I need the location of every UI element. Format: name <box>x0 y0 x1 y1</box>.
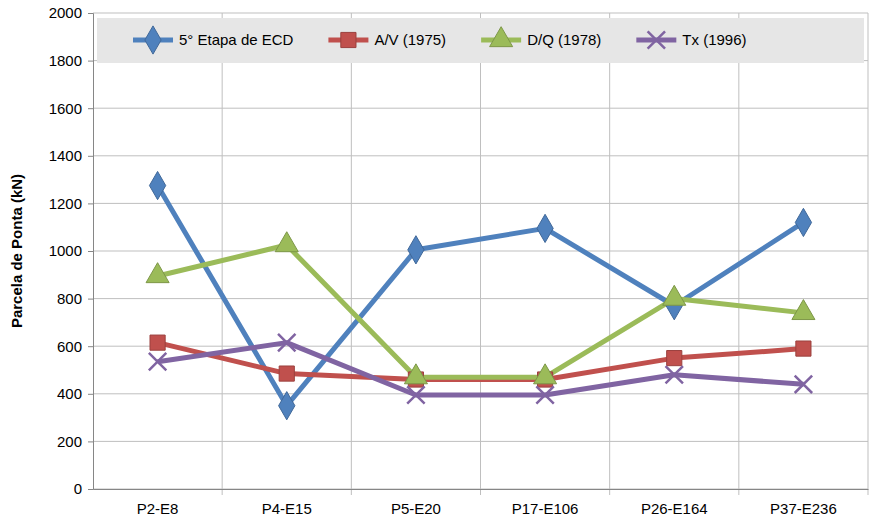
marker <box>278 334 295 351</box>
x-tick-label: P5-E20 <box>391 500 441 517</box>
legend-item: D/Q (1978) <box>481 27 601 48</box>
plot-area <box>146 171 815 419</box>
y-tick: 600 <box>57 338 93 355</box>
y-axis-line <box>88 14 94 490</box>
legend: 5° Etapa de ECD A/V (1975) D/Q (1978) Tx (1… <box>133 26 747 54</box>
marker <box>149 171 165 199</box>
category-divider <box>351 13 352 495</box>
y-tick-mark <box>88 299 93 300</box>
marker <box>792 300 815 320</box>
category-divider <box>222 13 223 495</box>
x-tick-label: P17-E106 <box>512 500 579 517</box>
y-tick-label: 1600 <box>49 100 82 117</box>
series-line <box>158 343 804 395</box>
legend-label: D/Q (1978) <box>527 31 601 48</box>
grid <box>93 13 868 495</box>
y-axis: 0 200 400 600 800 1000 1200 1400 1600 1800 2000 <box>49 4 94 497</box>
y-tick-mark <box>88 13 93 14</box>
y-tick-label: 400 <box>57 385 82 402</box>
y-tick: 1000 <box>49 242 93 259</box>
y-tick-mark <box>88 441 93 442</box>
marker <box>795 208 811 236</box>
x-tick-label: P2-E8 <box>137 500 179 517</box>
y-tick-label: 1400 <box>49 147 82 164</box>
y-tick-mark <box>88 203 93 204</box>
x-axis-line <box>94 489 869 490</box>
category-divider <box>480 13 481 495</box>
x-tick: P2-E8 <box>137 489 179 517</box>
legend-marker <box>648 31 665 48</box>
legend-marker <box>145 26 161 54</box>
marker <box>796 341 811 356</box>
y-tick-label: 1000 <box>49 242 82 259</box>
marker <box>536 386 553 403</box>
y-tick-mark <box>88 346 93 347</box>
x-tick: P4-E15 <box>262 489 312 517</box>
y-tick-mark <box>88 156 93 157</box>
marker <box>275 232 298 252</box>
y-tick-mark <box>88 394 93 395</box>
legend-label: 5° Etapa de ECD <box>179 31 294 48</box>
y-tick: 200 <box>57 433 93 450</box>
y-tick-label: 1800 <box>49 52 82 69</box>
series-line <box>158 245 804 377</box>
legend-background <box>97 18 864 63</box>
y-tick-mark <box>88 108 93 109</box>
y-tick-mark <box>88 251 93 252</box>
chart: 0 200 400 600 800 1000 1200 1400 1600 1800 2000 P2-… <box>0 0 872 532</box>
legend-item: 5° Etapa de ECD <box>133 26 294 54</box>
x-tick: P5-E20 <box>391 489 441 517</box>
marker <box>534 364 557 384</box>
y-tick-label: 600 <box>57 338 82 355</box>
y-tick-label: 1200 <box>49 195 82 212</box>
y-tick-label: 200 <box>57 433 82 450</box>
y-tick: 1600 <box>49 100 93 117</box>
y-tick-label: 800 <box>57 290 82 307</box>
category-divider <box>868 13 869 495</box>
y-tick: 1200 <box>49 195 93 212</box>
legend-marker <box>490 27 513 47</box>
marker <box>795 376 812 393</box>
marker <box>408 236 424 264</box>
marker <box>663 285 686 305</box>
y-tick-mark <box>88 489 93 490</box>
y-tick: 1800 <box>49 52 93 69</box>
y-axis-title: Parcela de Ponta (kN) <box>8 174 25 328</box>
legend-item: A/V (1975) <box>328 31 446 48</box>
marker <box>150 335 165 350</box>
x-tick: P17-E106 <box>512 489 579 517</box>
x-tick-label: P26-E164 <box>641 500 708 517</box>
category-divider <box>738 13 739 495</box>
x-tick-label: P4-E15 <box>262 500 312 517</box>
category-divider <box>609 13 610 495</box>
marker <box>146 263 169 283</box>
y-tick: 800 <box>57 290 93 307</box>
legend-label: A/V (1975) <box>374 31 446 48</box>
marker <box>407 386 424 403</box>
y-tick-label: 0 <box>74 480 82 497</box>
legend-label: Tx (1996) <box>682 31 746 48</box>
y-tick: 1400 <box>49 147 93 164</box>
x-tick: P26-E164 <box>641 489 708 517</box>
y-tick-mark <box>88 61 93 62</box>
x-tick-label: P37-E236 <box>770 500 837 517</box>
marker <box>279 366 294 381</box>
marker <box>149 353 166 370</box>
y-tick: 0 <box>74 480 93 497</box>
y-tick: 400 <box>57 385 93 402</box>
y-tick: 2000 <box>49 4 93 21</box>
x-axis: P2-E8 P4-E15 P5-E20 P17-E106 P26-E164 P37-E23… <box>94 489 869 517</box>
x-tick: P37-E236 <box>770 489 837 517</box>
marker <box>404 364 427 384</box>
series-line <box>158 186 804 406</box>
marker <box>667 351 682 366</box>
y-tick-label: 2000 <box>49 4 82 21</box>
legend-marker <box>341 32 356 47</box>
marker <box>537 214 553 242</box>
marker <box>279 392 295 420</box>
marker <box>666 366 683 383</box>
legend-item: Tx (1996) <box>636 31 746 49</box>
